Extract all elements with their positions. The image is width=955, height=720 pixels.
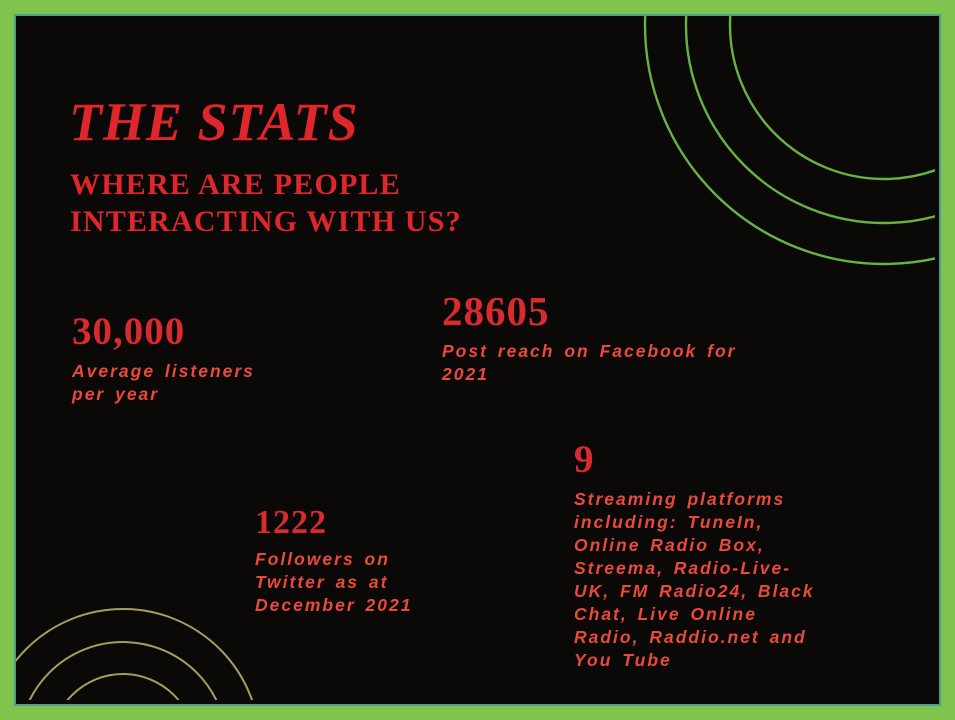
stat-label: Average listeners per year (72, 360, 255, 404)
stat-block-facebook-reach: 28605 Post reach on Facebook for 2021 (442, 288, 772, 386)
slide-subtitle: WHERE ARE PEOPLE INTERACTING WITH US? (70, 168, 462, 238)
stat-value: 28605 (442, 288, 550, 334)
stat-label: Post reach on Facebook for 2021 (442, 341, 737, 385)
slide-title: THE STATS (69, 92, 359, 152)
stat-value: 1222 (255, 504, 327, 541)
stat-block-streaming-platforms: 9 Streaming platforms including: TuneIn,… (574, 438, 854, 672)
stat-value: 30,000 (72, 310, 186, 353)
corner-arcs-top-right-icon (643, 16, 935, 266)
stat-block-twitter-followers: 1222 Followers on Twitter as at December… (255, 505, 495, 617)
stat-label: Followers on Twitter as at December 2021 (255, 548, 413, 615)
stat-value: 9 (574, 438, 595, 481)
stat-label: Streaming platforms including: TuneIn, O… (574, 488, 815, 670)
corner-arcs-bottom-left-icon (16, 608, 254, 700)
stat-block-listeners: 30,000 Average listeners per year (72, 310, 312, 406)
slide-background: THE STATS WHERE ARE PEOPLE INTERACTING W… (14, 14, 941, 706)
